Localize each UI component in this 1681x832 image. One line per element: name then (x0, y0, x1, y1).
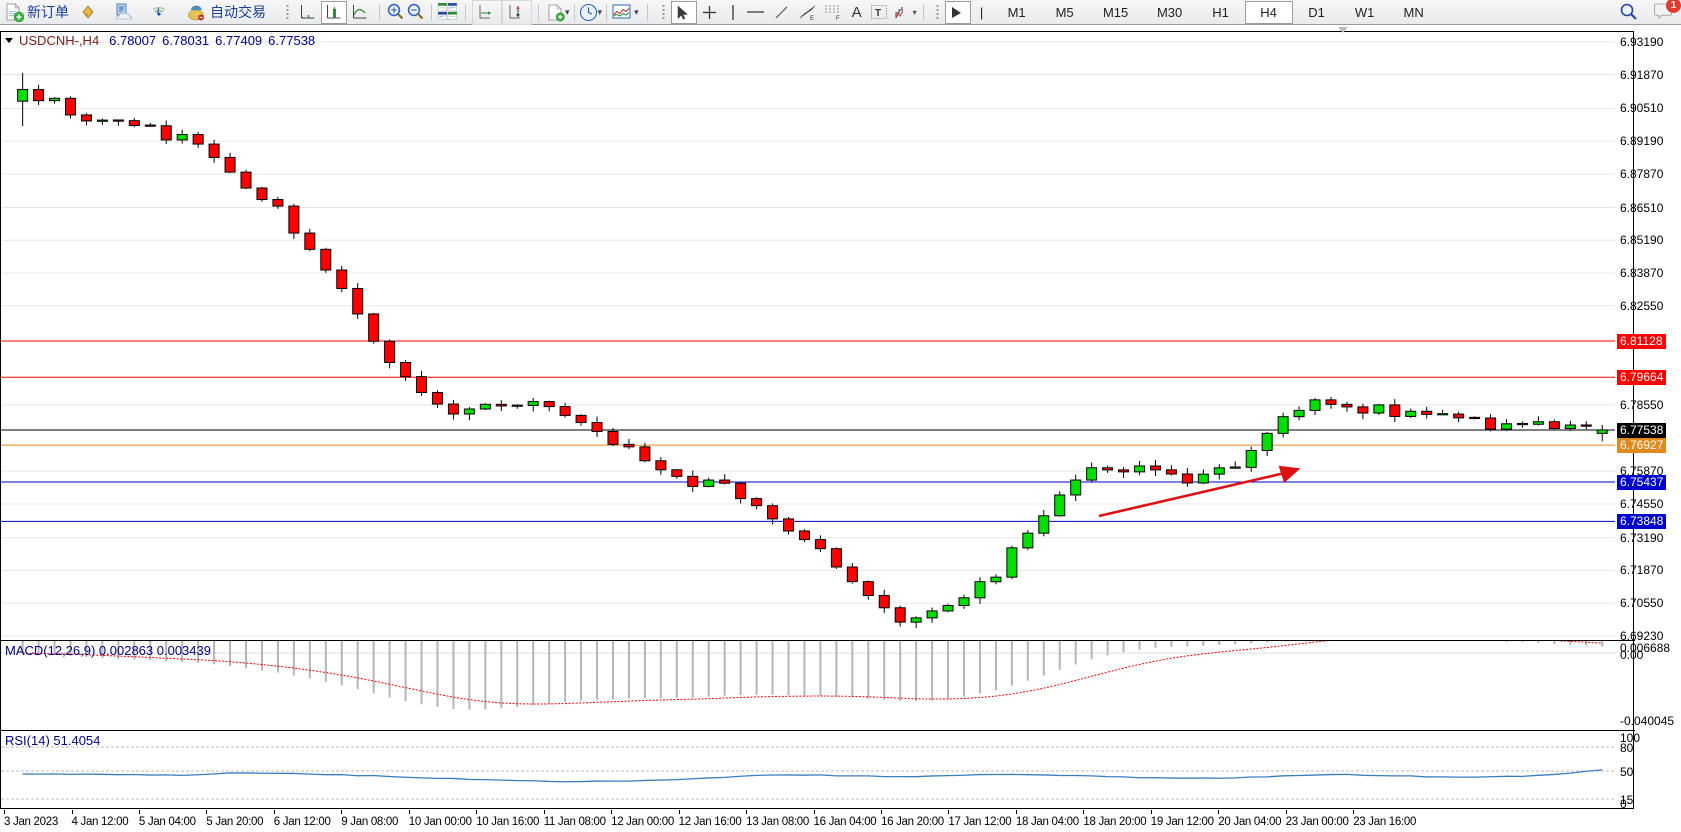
svg-text:E: E (810, 16, 814, 20)
svg-text:F: F (836, 16, 840, 20)
svg-text:T: T (875, 8, 881, 19)
